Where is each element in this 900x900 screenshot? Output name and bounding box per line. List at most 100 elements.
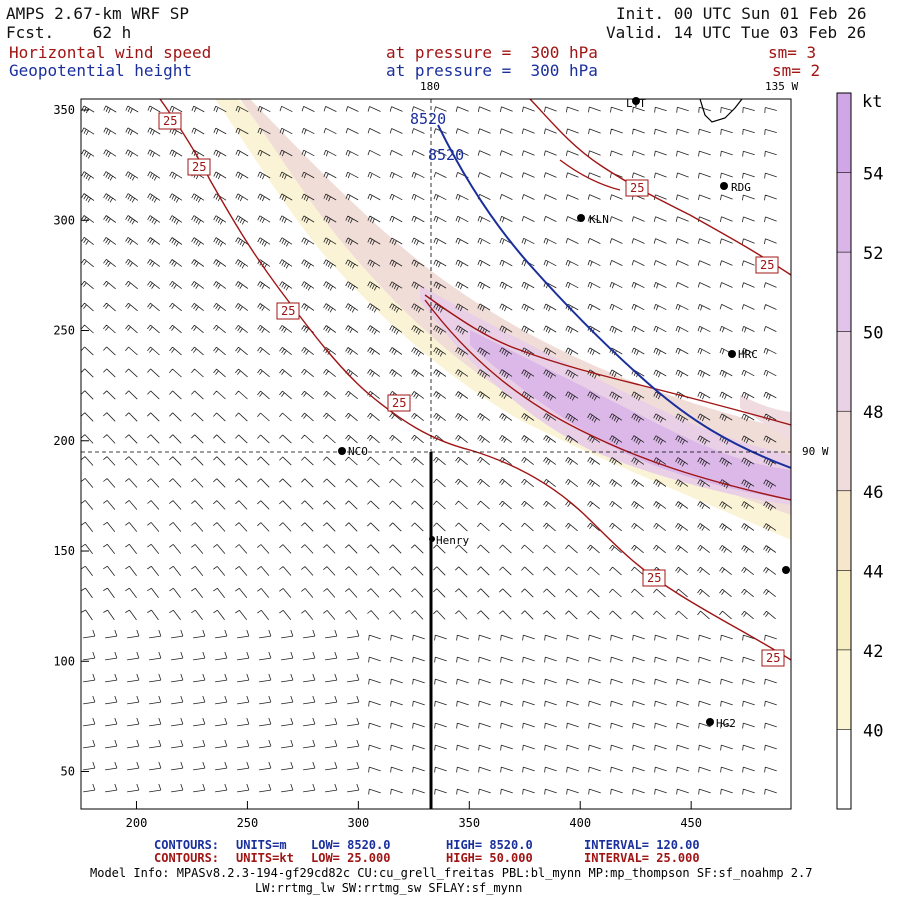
contour2-high: HIGH= 50.000: [446, 851, 533, 865]
speed-label-7: 25: [647, 571, 661, 585]
colorbar-label-40: 40: [863, 721, 883, 741]
speed-label-box-8: 25: [761, 649, 785, 667]
coastline-path: [699, 99, 743, 123]
colorbar-swatch-3: [837, 331, 851, 412]
speed-label-8: 25: [766, 651, 780, 665]
station-kln-dot: [577, 214, 585, 222]
wind-barb-paths: [81, 105, 777, 795]
smoothing-height: sm= 2: [772, 61, 821, 80]
lon-label-135w: 135 W: [765, 80, 798, 93]
contour2-label: CONTOURS:: [154, 851, 219, 865]
contour2-interval: INTERVAL= 25.000: [584, 851, 700, 865]
model-info-line2: LW:rrtmg_lw SW:rrtmg_sw SFLAY:sf_mynn: [255, 881, 522, 895]
y-tick-label-1: 300: [53, 213, 75, 227]
speed-label-box-2: 25: [187, 158, 211, 176]
speed-label-box-7: 25: [642, 569, 666, 587]
y-tick-label-0: 350: [53, 103, 75, 117]
colorbar-label-52: 52: [863, 244, 883, 264]
station-label-hrc: HRC: [738, 348, 758, 361]
colorbar-swatch-0: [837, 93, 851, 174]
colorbar-swatch-1: [837, 172, 851, 253]
y-tick-label-3: 200: [53, 434, 75, 448]
speed-label-box-1: 25: [158, 112, 182, 130]
speed-label-box-6: 25: [755, 256, 779, 274]
station-label-ltt: LTT: [626, 97, 646, 110]
station-east-dot: [782, 566, 790, 574]
graticule: [81, 99, 791, 453]
height-label-1: 8520: [410, 110, 446, 128]
contour1-units: UNITS=m: [236, 838, 287, 852]
station-henry-dot: [429, 536, 435, 542]
speed-label-5: 25: [630, 181, 644, 195]
x-tick-label-2: 300: [348, 816, 370, 830]
valid-time: Valid. 14 UTC Tue 03 Feb 26: [606, 23, 867, 42]
station-label-henry: Henry: [436, 534, 469, 547]
contour2-low: LOW= 25.000: [311, 851, 390, 865]
plot-frame: [80, 98, 792, 810]
level-wind: at pressure = 300 hPa: [386, 43, 598, 62]
colorbar-label-50: 50: [863, 324, 883, 344]
coastline: [699, 99, 743, 123]
colorbar-label-54: 54: [863, 165, 883, 185]
colorbar-swatch-2: [837, 252, 851, 333]
colorbar-swatch-8: [837, 729, 851, 810]
x-tick-label-4: 400: [569, 816, 591, 830]
height-label-2: 8520: [428, 146, 464, 164]
speed-label-box-3: 25: [276, 302, 300, 320]
speed-label-6: 25: [760, 258, 774, 272]
y-tick-label-5: 100: [53, 654, 75, 668]
speed-contour-3: [559, 159, 621, 191]
x-tick-label-0: 200: [126, 816, 148, 830]
speed-contour-1: [159, 99, 791, 661]
colorbar: 54 52 50 48 46 44 42 40: [836, 92, 883, 810]
x-tick-label-1: 250: [237, 816, 259, 830]
lon-label-180: 180: [420, 80, 440, 93]
model-info-line1: Model Info: MPASv8.2.3-194-gf29cd82c CU:…: [90, 866, 812, 880]
height-contours: [437, 124, 791, 469]
contour1-interval: INTERVAL= 120.00: [584, 838, 700, 852]
speed-label-4: 25: [392, 396, 406, 410]
speed-label-1: 25: [163, 114, 177, 128]
station-labels: LTT RDG KLN HRC NCO Henry HG2: [348, 97, 758, 730]
station-label-nco: NCO: [348, 445, 368, 458]
speed-labels: 25 25 25 25 25 25 25 25: [158, 112, 785, 667]
field-wind-speed: Horizontal wind speed: [9, 43, 212, 62]
colorbar-swatch-6: [837, 570, 851, 651]
station-hrc-dot: [728, 350, 736, 358]
station-label-hg2: HG2: [716, 717, 736, 730]
height-contour-8520: [437, 124, 791, 469]
colorbar-swatch-4: [837, 411, 851, 492]
y-tick-label-4: 150: [53, 544, 75, 558]
speed-contour-5: [424, 299, 791, 501]
model-info: Model Info: MPASv8.2.3-194-gf29cd82c CU:…: [90, 866, 812, 895]
wind-barbs: [81, 105, 777, 795]
field-geopotential: Geopotential height: [9, 61, 193, 80]
forecast-hour: Fcst. 62 h: [6, 23, 132, 42]
contour2-units: UNITS=kt: [236, 851, 294, 865]
contour1-low: LOW= 8520.0: [311, 838, 390, 852]
speed-label-3: 25: [281, 304, 295, 318]
speed-label-box-5: 25: [625, 179, 649, 197]
station-label-rdg: RDG: [731, 181, 751, 194]
level-height: at pressure = 300 hPa: [386, 61, 598, 80]
lon-label-90w: 90 W: [802, 445, 829, 458]
height-labels: 8520 8520: [410, 110, 464, 164]
colorbar-swatch-5: [837, 490, 851, 571]
footer: CONTOURS: UNITS=m LOW= 8520.0 HIGH= 8520…: [154, 838, 700, 865]
model-title: AMPS 2.67-km WRF SP: [6, 4, 190, 23]
speed-label-2: 25: [192, 160, 206, 174]
init-time: Init. 00 UTC Sun 01 Feb 26: [616, 4, 867, 23]
colorbar-label-46: 46: [863, 483, 883, 503]
axes: 200 250 300 350 400 450 350 300 250 200 150 100 50: [53, 103, 702, 830]
wind-speed-shading: [215, 99, 791, 540]
wind-speed-contours: [159, 99, 791, 661]
contour1-label: CONTOURS:: [154, 838, 219, 852]
smoothing-wind: sm= 3: [768, 43, 817, 62]
speed-contour-4: [424, 294, 791, 426]
y-tick-label-6: 50: [61, 765, 75, 779]
colorbar-swatch-7: [837, 649, 851, 730]
x-tick-label-3: 350: [458, 816, 480, 830]
lon-labels: 180 135 W 90 W: [420, 80, 829, 458]
station-hg2-dot: [706, 718, 714, 726]
